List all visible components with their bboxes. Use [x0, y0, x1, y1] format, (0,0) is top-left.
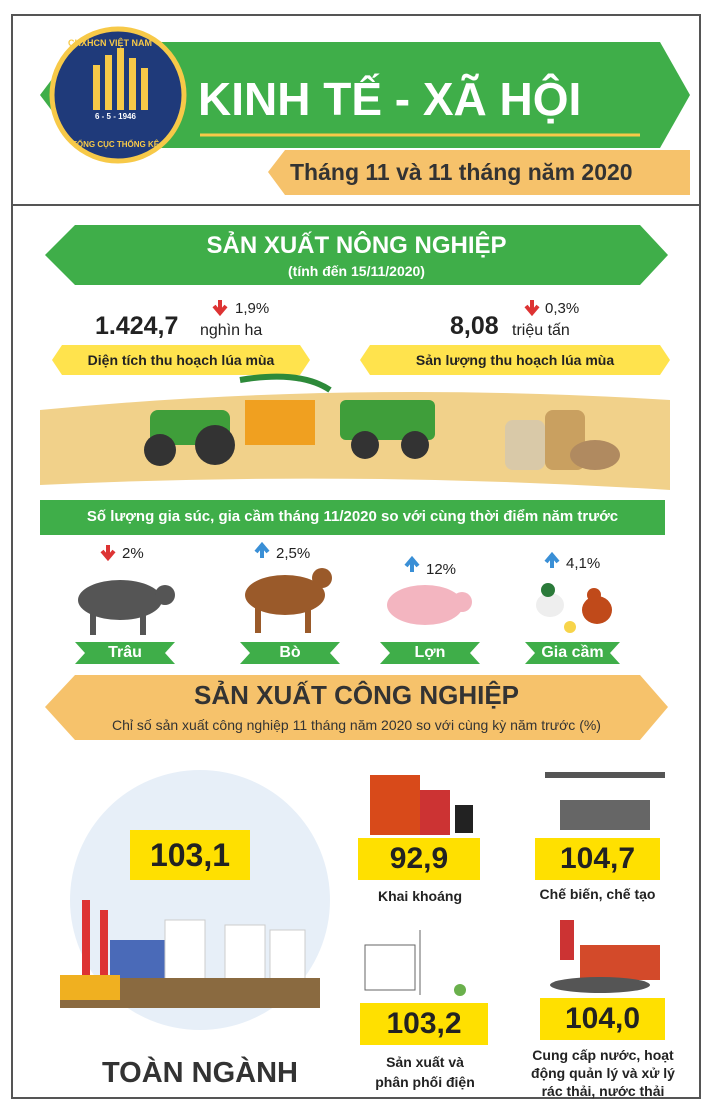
stat-change: 0,3% — [545, 300, 579, 317]
index-value: 104,7 — [535, 838, 660, 880]
industry-subtitle: Chỉ số sản xuất công nghiệp 11 tháng năm… — [45, 717, 668, 733]
livestock-change: 4,1% — [566, 555, 600, 572]
livestock-name: Bò — [240, 644, 340, 662]
stat-label: Diện tích thu hoạch lúa mùa — [52, 352, 310, 368]
livestock-change: 2% — [122, 545, 144, 562]
animals — [78, 568, 612, 635]
livestock-change: 12% — [426, 561, 456, 578]
livestock-name: Trâu — [75, 644, 175, 662]
livestock-change: 2,5% — [276, 545, 310, 562]
stat-unit: nghìn ha — [200, 322, 262, 340]
index-label: Sản xuất và phân phối điện — [370, 1052, 480, 1092]
industry-title: SẢN XUẤT CÔNG NGHIỆP — [45, 680, 668, 711]
livestock-title: Số lượng gia súc, gia cầm tháng 11/2020 … — [40, 508, 665, 525]
page-body: CHXHCN VIỆT NAM 6 - 5 - 1946 TỔNG CỤC TH… — [0, 0, 713, 1101]
stat-unit: triệu tấn — [512, 322, 570, 340]
stat-value: 8,08 — [450, 312, 499, 341]
title: KINH TẾ - XÃ HỘI — [198, 72, 581, 126]
index-label: Khai khoáng — [350, 888, 490, 904]
stat-value: 1.424,7 — [95, 312, 178, 341]
agri-note: (tính đến 15/11/2020) — [45, 263, 668, 279]
livestock-name: Lợn — [380, 644, 480, 662]
subtitle: Tháng 11 và 11 tháng năm 2020 — [290, 159, 633, 186]
index-value: 103,2 — [360, 1003, 488, 1045]
logo-top: CHXHCN VIỆT NAM — [68, 38, 152, 48]
agri-title: SẢN XUẤT NÔNG NGHIỆP — [45, 232, 668, 260]
index-value: 103,1 — [130, 830, 250, 880]
logo-date: 6 - 5 - 1946 — [95, 112, 136, 121]
logo-bottom: TỔNG CỤC THỐNG KÊ — [72, 140, 159, 149]
index-value: 104,0 — [540, 998, 665, 1040]
index-label: TOÀN NGÀNH — [60, 1057, 340, 1090]
stat-change: 1,9% — [235, 300, 269, 317]
index-label: Chế biến, chế tạo — [525, 886, 670, 902]
index-value: 92,9 — [358, 838, 480, 880]
stat-label: Sản lượng thu hoạch lúa mùa — [360, 352, 670, 368]
livestock-name: Gia cầm — [525, 644, 620, 662]
page: Kinh tế - Xã hội {"header":{"logo_top":"… — [0, 0, 713, 1101]
index-label: Cung cấp nước, hoạt động quản lý và xử l… — [528, 1046, 678, 1100]
